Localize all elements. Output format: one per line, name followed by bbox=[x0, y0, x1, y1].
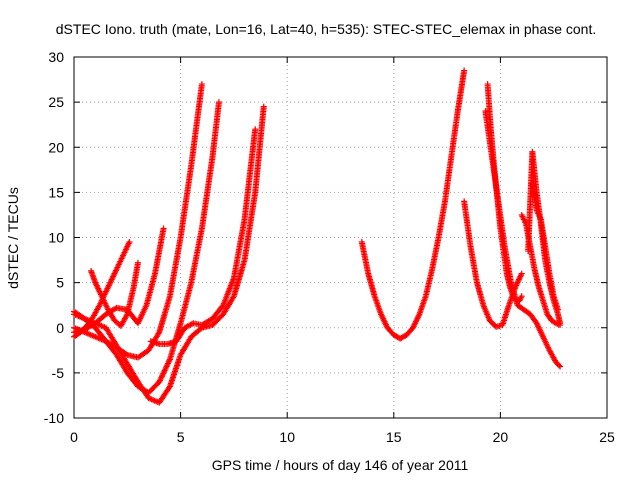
series-14 bbox=[529, 180, 561, 313]
x-axis-label: GPS time / hours of day 146 of year 2011 bbox=[212, 457, 469, 473]
chart-title: dSTEC Iono. truth (mate, Lon=16, Lat=40,… bbox=[56, 21, 596, 37]
data-point bbox=[518, 293, 525, 300]
x-tick-label: 15 bbox=[386, 429, 402, 445]
grid bbox=[74, 57, 607, 418]
x-tick-label: 10 bbox=[279, 429, 295, 445]
y-tick-label: 5 bbox=[56, 275, 64, 291]
data-point bbox=[134, 259, 141, 266]
data-point bbox=[166, 384, 173, 391]
series-7 bbox=[147, 126, 259, 347]
y-tick-label: -10 bbox=[44, 410, 64, 426]
series-6 bbox=[71, 103, 267, 406]
y-tick-label: 0 bbox=[56, 320, 64, 336]
series-8 bbox=[358, 67, 468, 342]
tick-labels: 0 5 10 15 20 25 -10 -5 0 5 10 15 20 25 30 bbox=[44, 49, 615, 445]
plot-frame bbox=[73, 56, 608, 419]
x-tick-label: 20 bbox=[493, 429, 509, 445]
data-point bbox=[260, 103, 267, 110]
y-tick-label: 30 bbox=[48, 49, 64, 65]
y-tick-label: 25 bbox=[48, 94, 64, 110]
y-tick-label: 15 bbox=[48, 184, 64, 200]
y-tick-label: 10 bbox=[48, 230, 64, 246]
series-9 bbox=[461, 198, 525, 330]
data-point bbox=[126, 239, 133, 246]
data-point bbox=[461, 67, 468, 74]
data-point bbox=[155, 330, 162, 337]
y-tick-label: -5 bbox=[52, 365, 65, 381]
data-point bbox=[230, 294, 237, 301]
x-tick-label: 25 bbox=[599, 429, 615, 445]
series-5 bbox=[71, 99, 222, 396]
data-point bbox=[557, 320, 564, 327]
x-tick-label: 5 bbox=[177, 429, 185, 445]
y-tick-label: 20 bbox=[48, 139, 64, 155]
data-point bbox=[198, 81, 205, 88]
data-marks bbox=[71, 67, 564, 406]
x-tick-label: 0 bbox=[70, 429, 78, 445]
data-point bbox=[518, 270, 525, 277]
data-point bbox=[557, 363, 564, 370]
y-axis-label: dSTEC / TECUs bbox=[5, 187, 21, 289]
axes bbox=[73, 56, 608, 419]
data-point bbox=[554, 306, 561, 313]
series-4 bbox=[71, 81, 205, 361]
data-point bbox=[252, 126, 259, 133]
data-point bbox=[160, 225, 167, 232]
data-point bbox=[556, 362, 563, 369]
data-point bbox=[215, 99, 222, 106]
series-11 bbox=[484, 81, 525, 304]
